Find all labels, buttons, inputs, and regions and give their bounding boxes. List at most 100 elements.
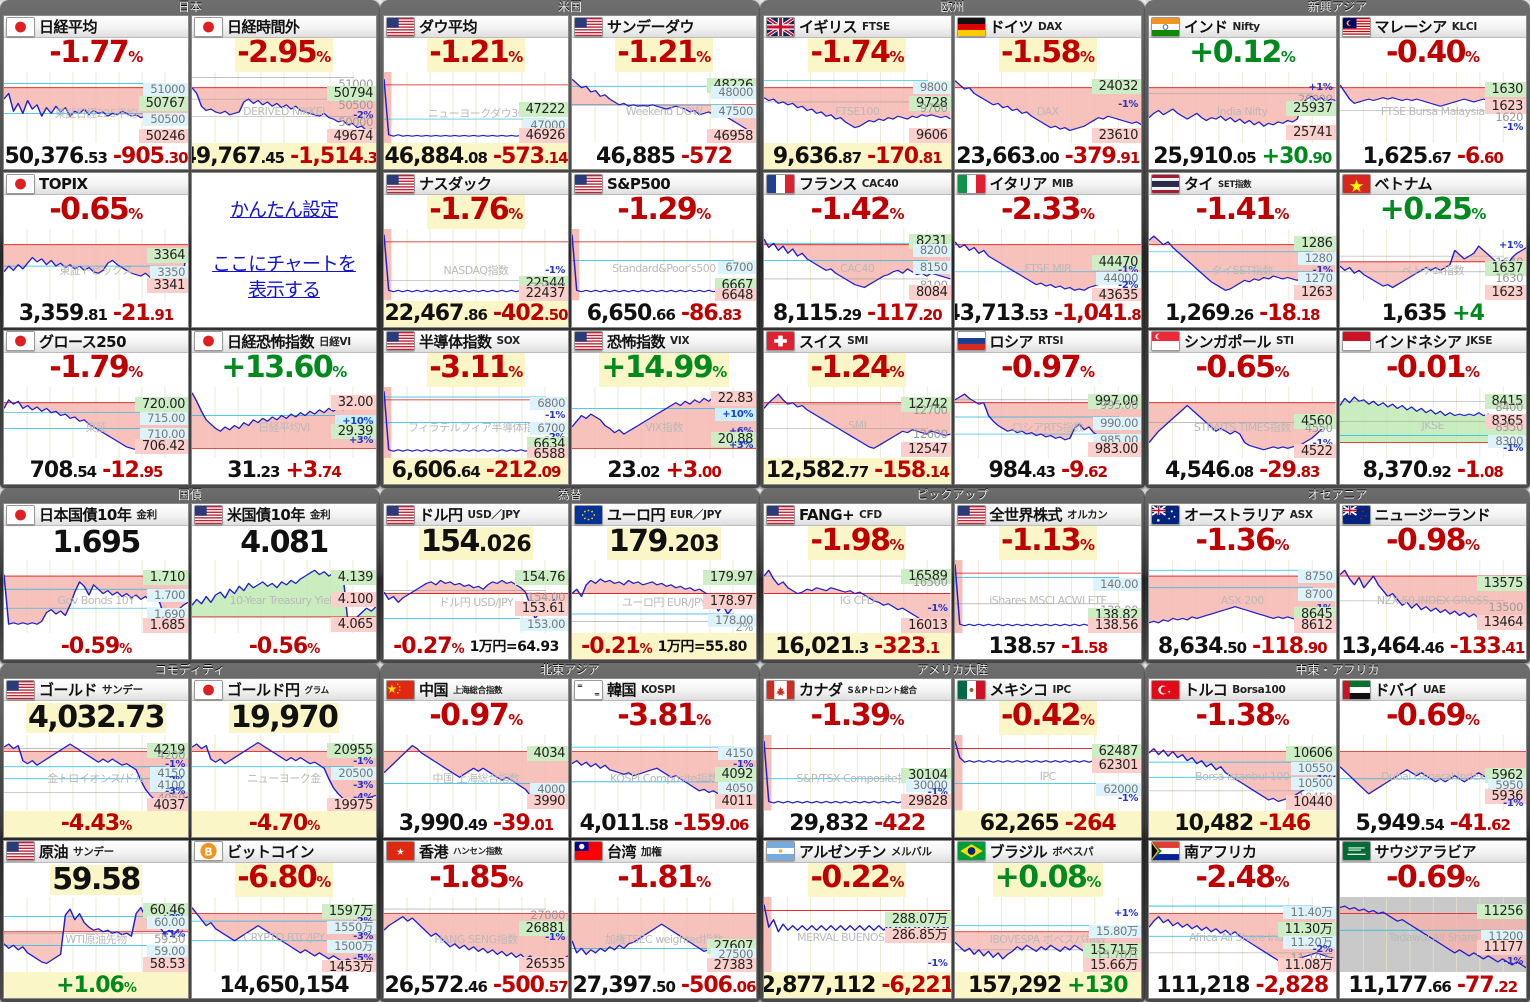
tile-change-decimal: .1 [925,638,940,657]
market-tile[interactable]: ダウ平均 -1.21% ニューヨークダウ30 47222 47000 46926 46,88… [383,15,569,171]
market-tile[interactable]: 日経恐怖指数 日経VI +13.60% 日経平均VI 32.00 +10% 29.39 +3%… [191,329,377,485]
market-tile[interactable]: マレーシア KLCI -0.40% FTSE Bursa Malaysia 1630 16… [1338,15,1527,171]
market-tile[interactable]: ドバイ UAE -0.69% Dubai General Index 5962 5950 5… [1338,678,1527,838]
tile-value: 27,397 [572,972,652,998]
market-tile[interactable]: カナダ S＆Pトロント総合 -1.39% S&P/TSX Composite指数 301… [763,678,952,838]
market-tile[interactable]: 台湾 加権 -1.81% 加権TSEC weighted指数 27607 27500 273… [571,839,757,999]
tile-chart: NZX 50 INDEX GROSS 13575 13500 13464 [1339,560,1526,633]
market-tile[interactable]: ゴールド円 グラム 19,970 ニューヨーク金 20955 -1% 20500 -3% -4%… [191,678,377,838]
tile-change-decimal: .38 [362,148,377,167]
market-tile[interactable]: インドネシア JKSE -0.01% JKSE 8415 8400 8365 8350 8300… [1338,329,1527,485]
tile-title: タイ [1184,175,1214,194]
market-tile[interactable]: オーストラリア ASX -1.36% ASX 200 8750 8700 -1% 8645 86… [1148,503,1337,660]
group-title: 中東・アフリカ [1295,663,1380,677]
tile-subtitle: CAC40 [861,177,899,190]
market-tile[interactable]: TOPIX -0.65% 東証トピックス 3364 3350 3341 3,359.81 -2… [3,172,189,328]
market-tile[interactable]: スイス SMI -1.24% SMI 12742 12700 12600 12547 12,58… [763,329,952,485]
tile-header: ベトナム [1339,173,1526,196]
tile-top-value: 154 [420,523,481,559]
tile-title: マレーシア [1374,18,1448,36]
flag-icon-us [386,331,415,352]
group-us: 米国 ダウ平均 -1.21% ニューヨークダウ30 47222 47000 46926 46,… [380,0,760,488]
tile-change: -29 [1259,458,1297,484]
market-tile[interactable]: 南アフリカ -2.48% Africa All Share Index 11.40万 1… [1148,839,1337,999]
market-tile[interactable]: 韓国 KOSPI -3.81% KOSPI Composite指数 4150 -1% 409… [571,678,757,838]
tile-subtitle: VIX [670,335,690,348]
tile-title: ベトナム [1374,175,1433,194]
market-tile[interactable]: ニュージーランド -0.98% NZX 50 INDEX GROSS 13575 135… [1338,503,1527,660]
market-tile[interactable]: タイ SET指数 -1.41% タイSET指数 1286 1280 -1% 1270 1263 1… [1148,172,1337,328]
market-tile[interactable]: イタリア MIB -2.33% FTSE MIB 44470 -1% 44000 -2% 436… [953,172,1142,328]
market-tile[interactable]: トルコ Borsa100 -1.38% Borsa Istanbul 100 10606… [1148,678,1337,838]
market-tile[interactable]: S&P500 -1.29% Standard&Poor's500 6700 6667 66… [571,172,757,328]
market-tile[interactable]: ユーロ円 EUR／JPY 179.203 ユーロ円 EUR/JPY 179.97 178.… [571,503,757,660]
market-tile[interactable]: 原油 サンデー 59.58 WTI原油先物 60.46 +2% 60.00 +1% 59.50 5… [3,839,189,999]
market-tile[interactable]: インド Nifty +0.12% India Nifty +1% 26000 25937 25… [1148,15,1337,171]
market-tile[interactable]: サンデーダウ -1.21% Weekend DOW 48226 48000 47500 46… [571,15,757,171]
tile-title: 中国 [419,681,449,699]
tile-header: ユーロ円 EUR／JPY [572,504,756,526]
market-tile[interactable]: FANG+ CFD -1.98% IG CFD 16589 16500 -1% 16013 16… [763,503,952,660]
tile-subtitle: KLCI [1451,20,1478,33]
market-tile[interactable]: B ビットコイン -6.80% CRYPTO BTC/JPY 1597万 -2% 1550万… [191,839,377,999]
tile-footer: 3,990.49 -39.01 [384,811,568,837]
add-chart-link-line1[interactable]: ここにチャートを [212,252,357,275]
market-tile[interactable]: ブラジル ボベスパ +0.08% IBOVESPA ボベスパ指数 +1% 15.80万 15… [953,839,1142,999]
market-tile[interactable]: グロース250 -1.79% 東証 720.00 715.00 710.00 706.42 7… [3,329,189,485]
flag-icon-id [1341,331,1371,352]
market-tile[interactable]: 日本国債10年 金利 1.695 Gov Bonds 10Y 1.710 1.700 1.6… [3,503,189,660]
market-tile[interactable]: 米国債10年 金利 4.081 10-Year Treasury Yield 4.139… [191,503,377,660]
market-tile[interactable]: 香港 ハンセン指数 -1.85% HANG SENG指数 27000 26881 -1% 26… [383,839,569,999]
tile-footer: 6,606.64 -212.09 [384,457,568,484]
flag-icon-sg [1151,331,1180,352]
market-tile[interactable]: アルゼンチン メルバル -0.22% MERVAL BUENOS AIRES 288.0… [763,839,952,999]
market-tile[interactable]: サウジアラビア -0.69% Tadawul All Share 11256 11200… [1338,839,1527,999]
market-tile[interactable]: 日経時間外 -2.95% DERIVED NIKKEI 51000 50794 50500… [191,15,377,171]
tile-headline: -0.97% [955,352,1142,387]
tile-subtitle: SET指数 [1218,179,1252,190]
group-body: 日経平均 -1.77% 東証日経225平均 51000 50767 50500 50246 5… [3,15,377,485]
group-ne_asia: 北東アジア 中国 上海総合指数 -0.97% 中国 上海総合指数 4034 4000 3990… [380,663,760,1002]
market-tile[interactable]: メキシコ IPC -0.42% IPC 62487 62301 62000 -1% 62,265… [953,678,1142,838]
tile-change: -170 [867,143,919,169]
tile-percent: -1.79 [49,349,129,385]
tile-value-decimal: .66 [1427,977,1452,996]
market-tile[interactable]: イギリス FTSE -1.74% FTSE100 9800 9728 9700 9606 9,6… [763,15,952,171]
flag-icon-us [386,16,415,37]
market-tile[interactable]: シンガポール STI -0.65% STRAITS TIMES指数 4560 4550 -1… [1148,329,1337,485]
flag-icon-jp [6,173,35,194]
market-tile[interactable]: 半導体指数 SOX -3.11% フィラデルフィア半導体指数 6800 -1% 6700 -2… [383,329,569,485]
market-tile[interactable]: ドイツ DAX -1.58% DAX 24032 -1% 23610 23,663.00 -37… [953,15,1142,171]
market-tile[interactable]: 中国 上海総合指数 -0.97% 中国 上海総合指数 4034 4000 3990 3,990… [383,678,569,838]
tile-title: スイス [799,332,843,351]
market-tile[interactable]: ベトナム +0.25% ベトナム指数 +1% 1640 1637 1630 1623 1,635… [1338,172,1527,328]
chart-placeholder-tile[interactable]: かんたん設定 ここにチャートを 表示する [191,172,377,328]
market-tile[interactable]: ゴールド サンデー 4,032.73 金トロイオンス/ドル 4219 4200 -1% 415… [3,678,189,838]
tile-value: 16,021 [775,633,855,659]
tile-title: ビットコイン [227,842,315,861]
tile-value: 708 [29,458,74,484]
tile-footer: 43,713.53-1,041.83 [954,301,1141,327]
market-tile[interactable]: ドル円 USD／JPY 154.026 ドル円 USD/JPY 154.76 154.00… [383,503,569,660]
tile-percent: +13.60 [221,349,334,385]
easy-settings-link[interactable]: かんたん設定 [229,199,339,222]
market-tile[interactable]: 全世界株式 オルカン -1.13% iShares MSCI ACWI ETF 140.… [953,503,1142,660]
tile-chart: 日経平均VI 32.00 +10% 29.39 +3% [192,386,376,458]
market-tile[interactable]: 日経平均 -1.77% 東証日経225平均 51000 50767 50500 50246 5… [3,15,189,171]
tile-headline: -0.69% [1340,862,1527,897]
market-tile[interactable]: ナスダック -1.76% NASDAQ指数 -1% 22544 22500 22437 22,… [383,172,569,328]
tile-value-decimal: .23 [255,463,281,482]
tile-chart: 金トロイオンス/ドル 4219 4200 -1% 4150 -2% 4100 -3% 4050 4… [4,735,188,811]
tile-percent: -1.13 [1000,523,1081,558]
group-commodity: コモディティ ゴールド サンデー 4,032.73 金トロイオンス/ドル 4219 4200… [0,663,380,1002]
market-tile[interactable]: 恐怖指数 VIX +14.99% VIX指数 22.83 +10% +6% 20.88 +3% 2… [571,329,757,485]
tile-change: -158 [874,458,926,484]
market-tile[interactable]: フランス CAC40 -1.42% CAC40 8231 8200 8150 8100 8084… [763,172,952,328]
tile-title: フランス [799,175,857,194]
market-tile[interactable]: ロシア RTSI -0.97% ロシアRTS指数 997.00 995.00 990.00 9… [953,329,1142,485]
flag-icon-jp [194,679,223,700]
tile-change: -212 [485,458,538,484]
tile-value-decimal: .08 [463,148,488,167]
tile-percent: -1.58 [1000,35,1081,70]
add-chart-link-line2[interactable]: 表示する [247,278,321,301]
